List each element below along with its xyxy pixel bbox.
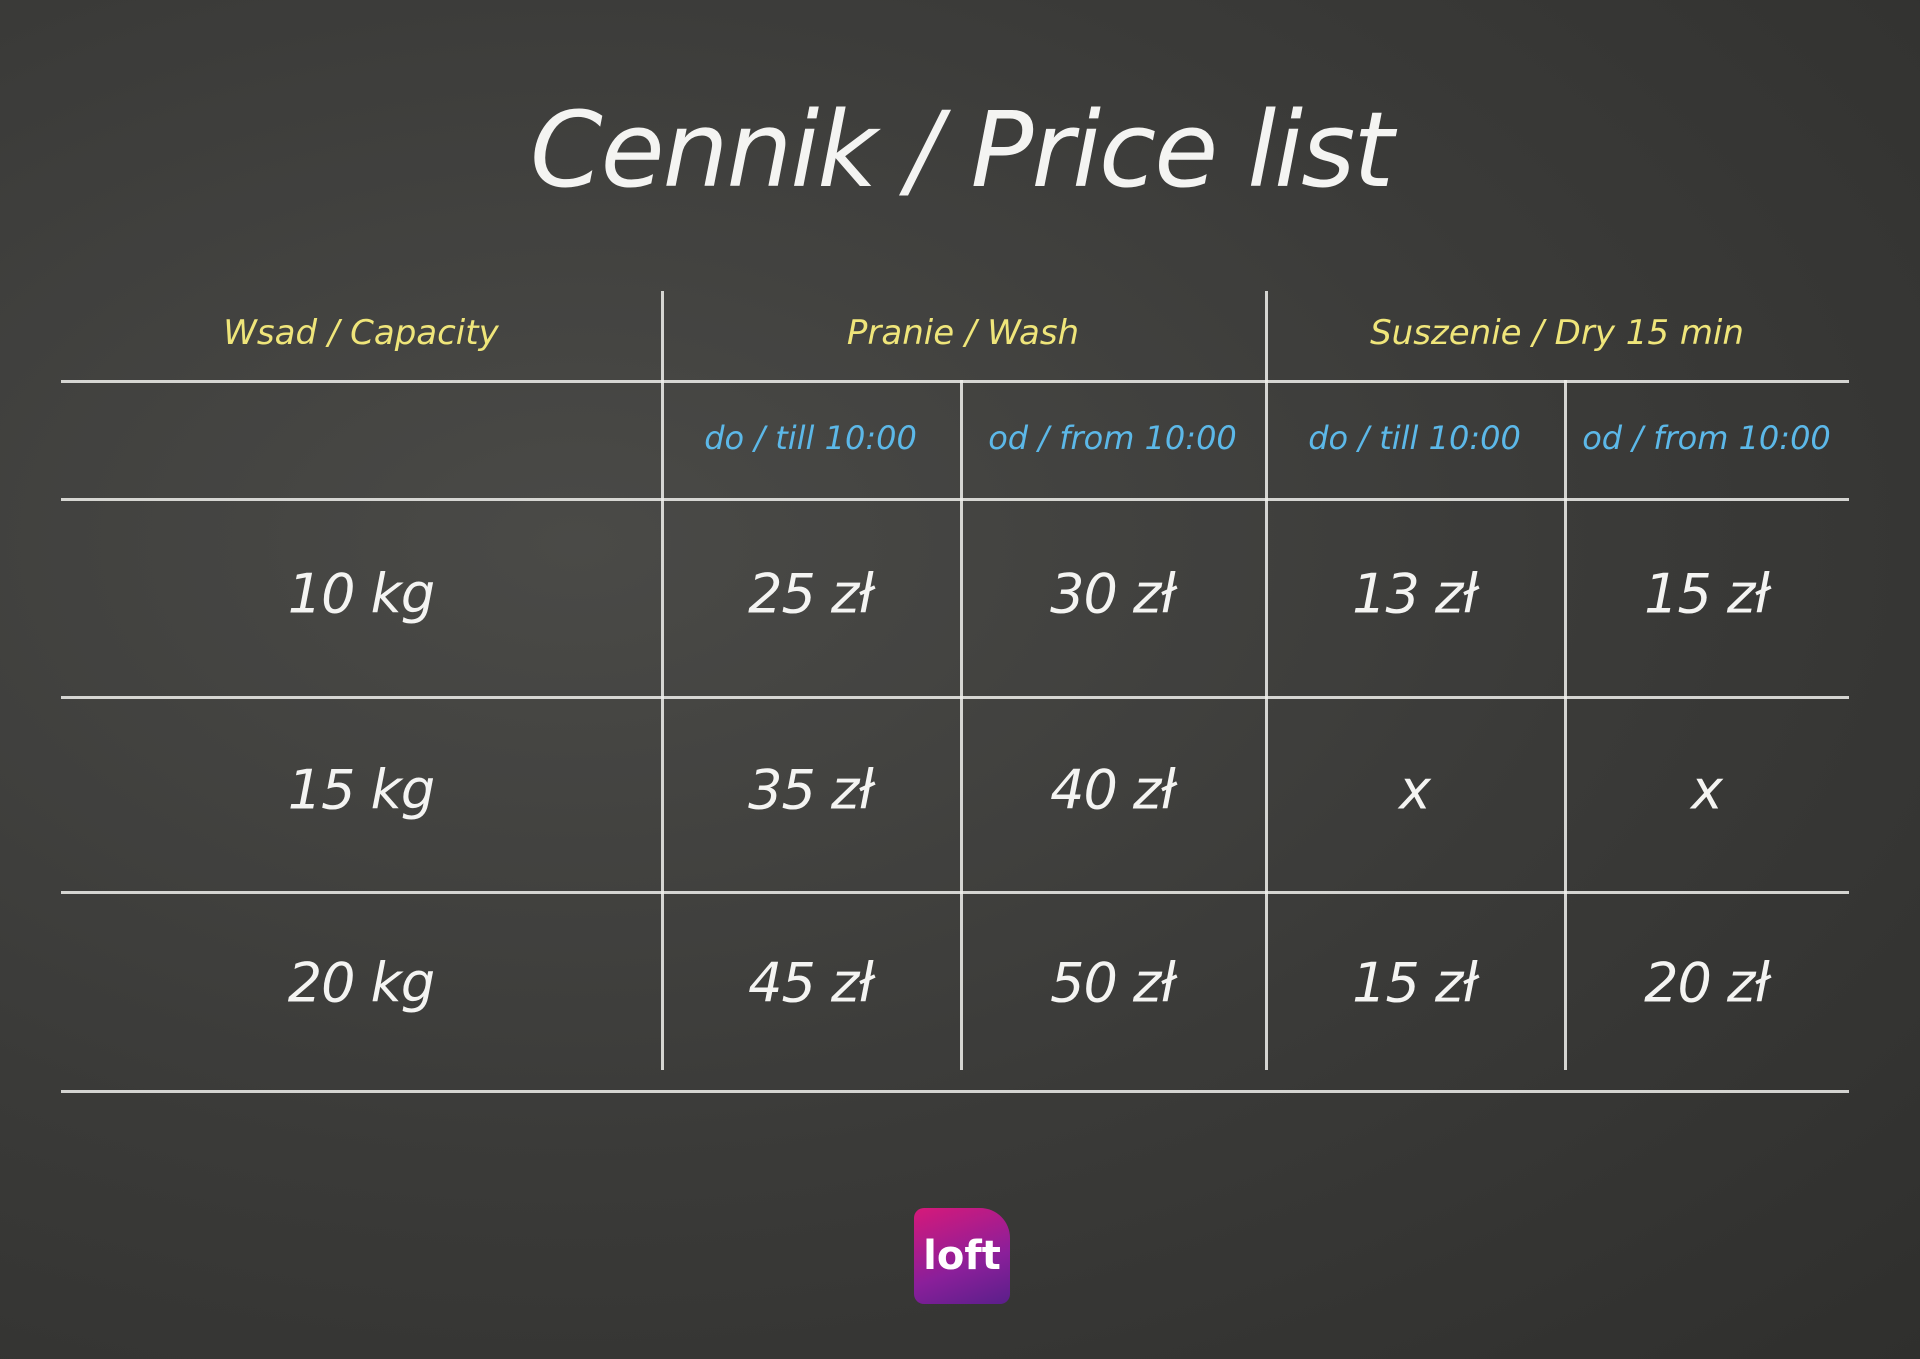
column-subheader: od / from 10:00 [988,419,1237,457]
price-cell: 25 zł [748,562,874,626]
column-line [661,291,664,1070]
price-cell: 20 zł [1644,951,1770,1015]
row-line [61,1090,1849,1093]
column-subheader: do / till 10:00 [704,419,917,457]
price-cell: 15 zł [1352,951,1478,1015]
price-cell: x [1399,758,1431,822]
column-header: Suszenie / Dry 15 min [1370,313,1744,353]
title: Cennik / Price list [529,89,1394,211]
price-cell: 13 zł [1352,562,1478,626]
price-cell: 15 zł [1644,562,1770,626]
row-line [61,891,1849,894]
column-header: Pranie / Wash [846,313,1080,353]
column-line [960,380,963,1070]
capacity-cell: 20 kg [287,951,435,1015]
price-cell: x [1691,758,1723,822]
row-line [61,380,1849,383]
price-cell: 40 zł [1050,758,1176,822]
column-subheader: do / till 10:00 [1308,419,1521,457]
price-cell: 50 zł [1050,951,1176,1015]
capacity-cell: 15 kg [287,758,435,822]
row-line [61,696,1849,699]
price-cell: 30 zł [1050,562,1176,626]
price-cell: 35 zł [748,758,874,822]
row-line [61,498,1849,501]
column-line [1265,291,1268,1070]
column-header: Wsad / Capacity [223,313,499,353]
price-cell: 45 zł [748,951,874,1015]
logo: loft [914,1208,1010,1304]
column-subheader: od / from 10:00 [1582,419,1831,457]
capacity-cell: 10 kg [287,562,435,626]
column-line [1564,380,1567,1070]
